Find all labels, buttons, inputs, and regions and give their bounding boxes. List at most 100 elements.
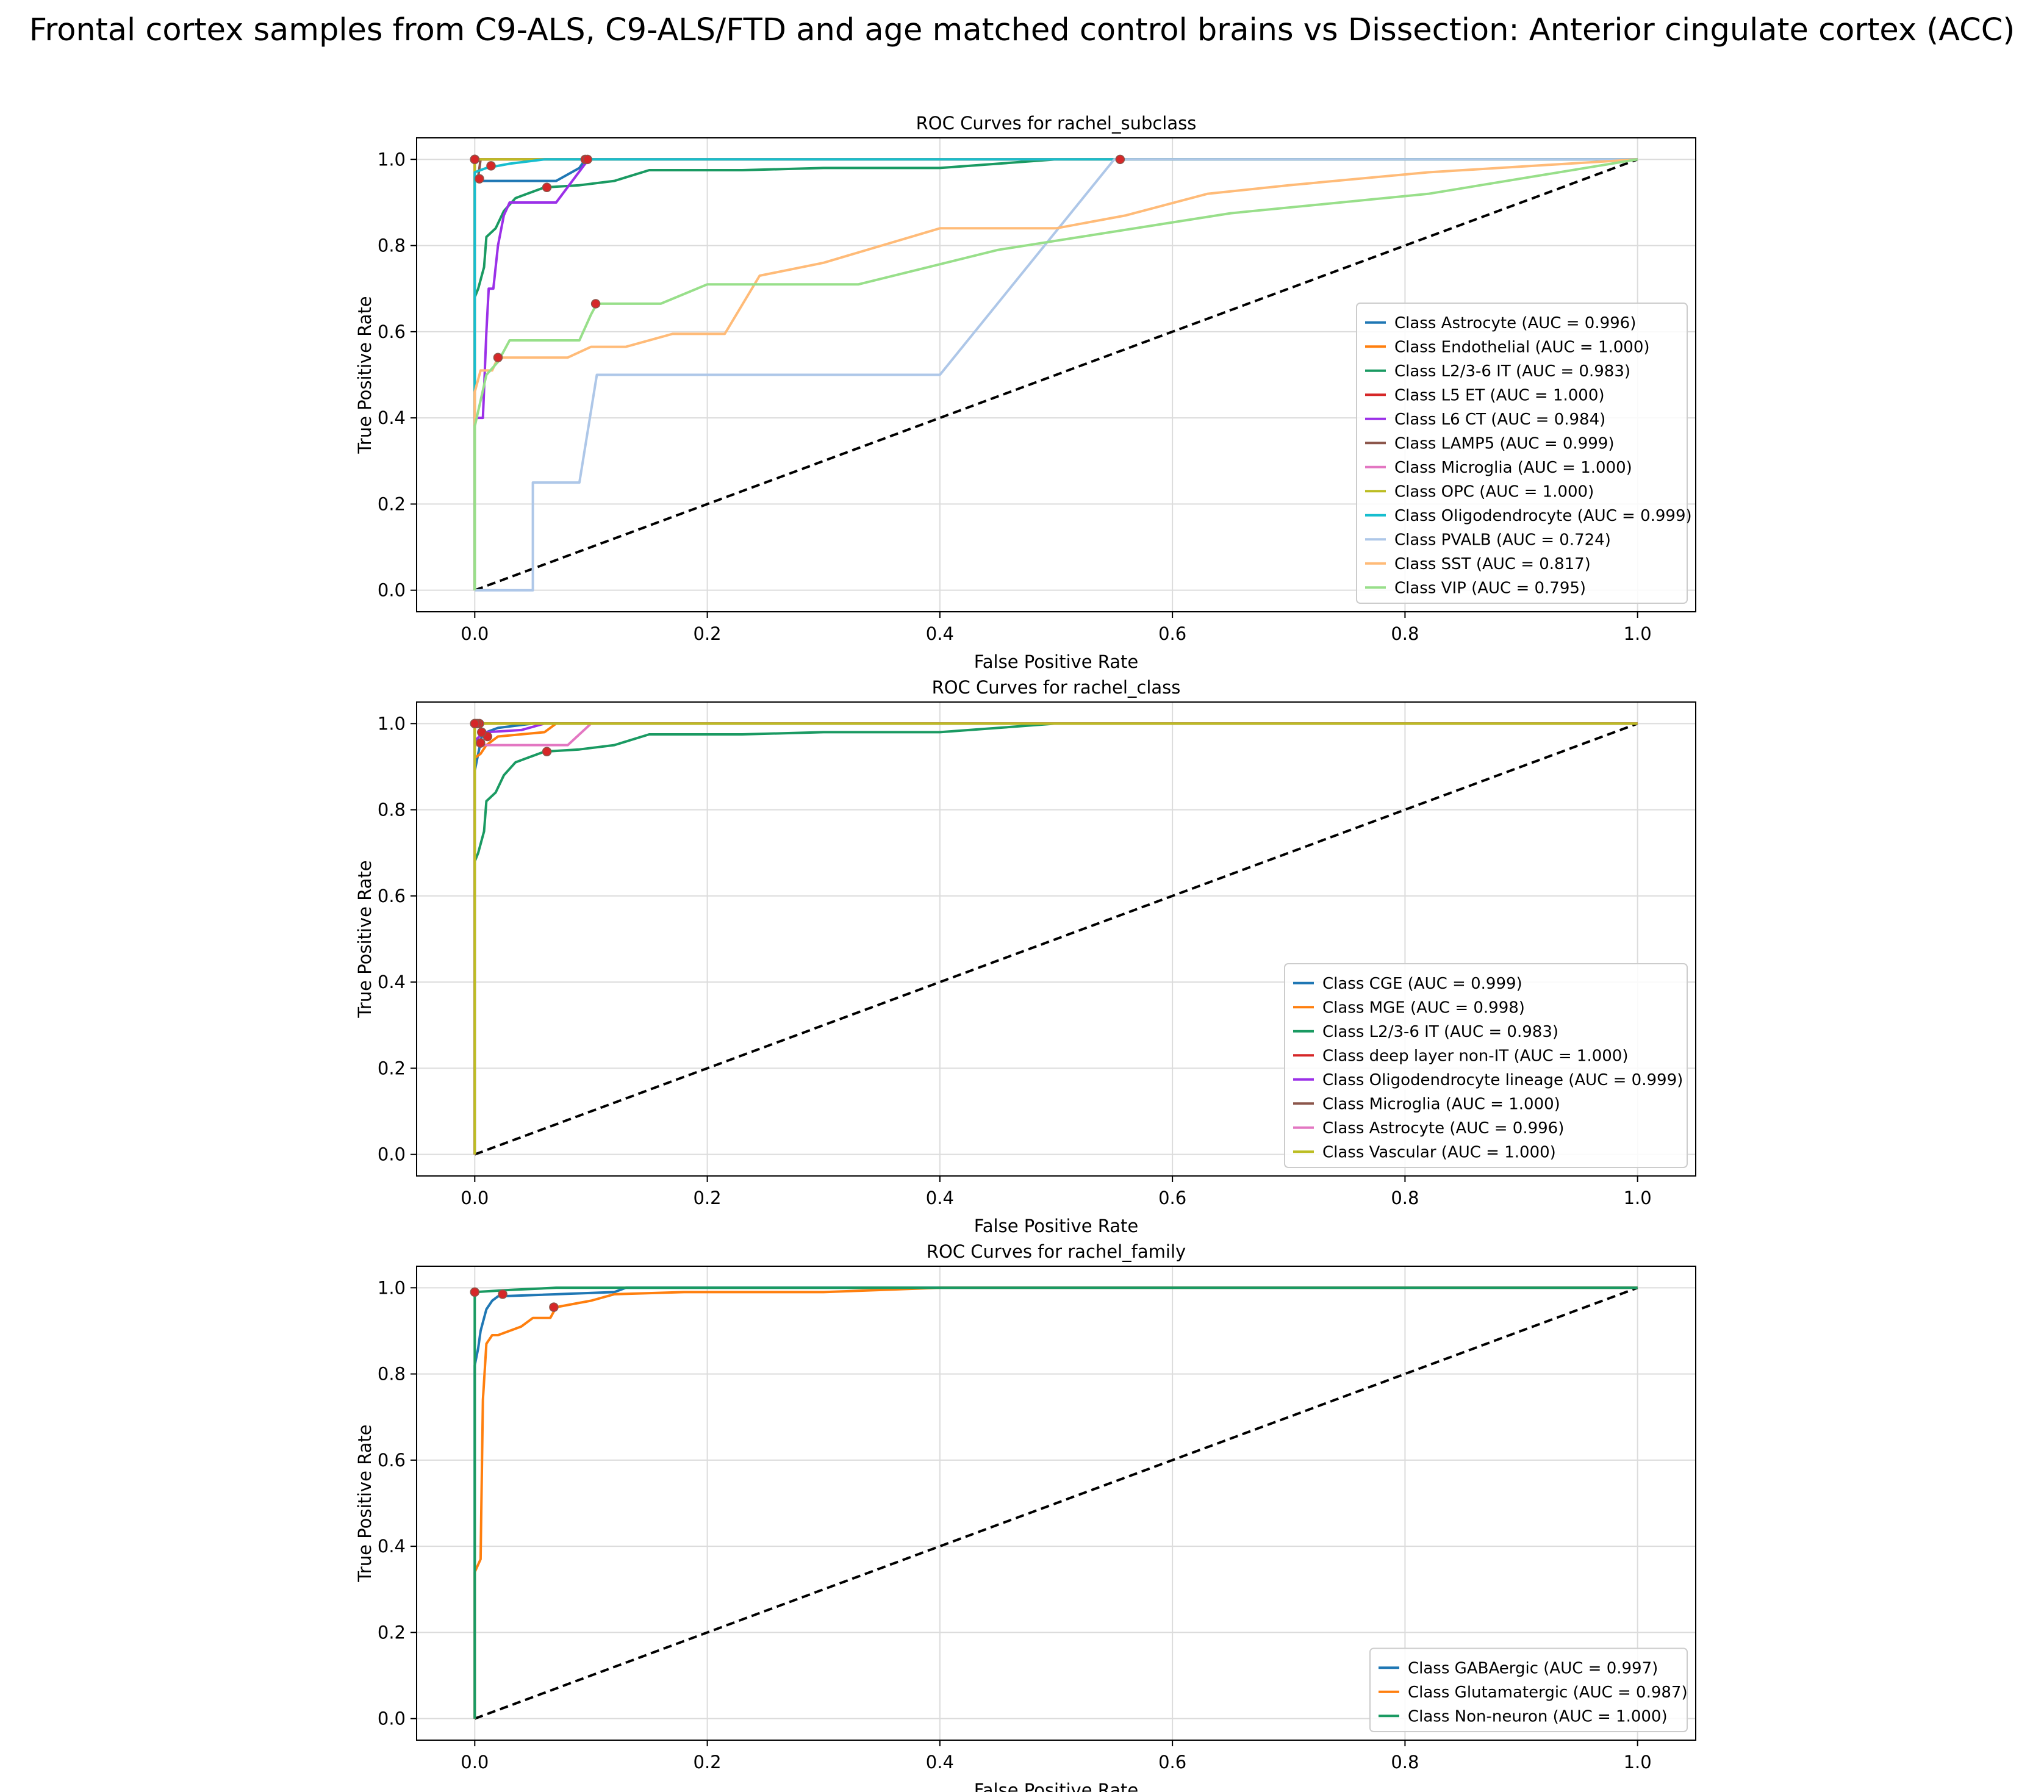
plot-area xyxy=(470,154,1638,592)
x-tick-label: 0.8 xyxy=(1391,1752,1419,1772)
y-tick-label: 0.2 xyxy=(378,493,406,514)
x-tick-label: 0.6 xyxy=(1158,1188,1186,1208)
y-tick-label: 0.2 xyxy=(378,1622,406,1643)
optimal-threshold-marker xyxy=(470,154,480,165)
x-tick-label: 0.2 xyxy=(694,1752,722,1772)
x-tick-label: 0.4 xyxy=(926,1752,954,1772)
roc-curve-9 xyxy=(473,158,1638,590)
chart-panel-1: 0.0 0.0 0.2 0.2 0.4 0.4 0.6 0.6 0.8 0.8 1.0 1.0 ROC … xyxy=(354,113,1696,672)
legend-label: Class VIP (AUC = 0.795) xyxy=(1394,579,1586,597)
legend-label: Class Vascular (AUC = 1.000) xyxy=(1322,1143,1556,1161)
legend-label: Class Endothelial (AUC = 1.000) xyxy=(1394,338,1650,356)
axes-frame xyxy=(416,137,1696,612)
axes-frame xyxy=(416,701,1696,1177)
optimal-threshold-marker xyxy=(493,353,503,362)
y-tick-label: 0.6 xyxy=(378,1450,406,1471)
optimal-threshold-marker xyxy=(477,727,487,737)
chance-diagonal-line xyxy=(474,1286,1638,1720)
legend-box xyxy=(1369,1647,1688,1732)
legend-label: Class CGE (AUC = 0.999) xyxy=(1322,975,1522,993)
x-tick-label: 0.8 xyxy=(1391,1188,1419,1208)
axes-frame xyxy=(416,1266,1696,1741)
legend-label: Class MGE (AUC = 0.998) xyxy=(1322,998,1525,1017)
legend-label: Class Oligodendrocyte lineage (AUC = 0.9… xyxy=(1322,1071,1683,1089)
x-tick-label: 0.6 xyxy=(1158,623,1186,644)
legend-label: Class Astrocyte (AUC = 0.996) xyxy=(1322,1119,1564,1138)
x-tick-label: 0.4 xyxy=(926,623,954,644)
chance-diagonal-line xyxy=(474,158,1638,592)
y-tick-label: 0.8 xyxy=(378,1364,406,1385)
chance-diagonal-line xyxy=(474,722,1638,1156)
y-tick-label: 0.4 xyxy=(378,1536,406,1557)
roc-curve-1 xyxy=(473,1286,1638,1719)
legend-label: Class L5 ET (AUC = 1.000) xyxy=(1394,386,1605,404)
legend: Class GABAergic (AUC = 0.997) Class Gluta… xyxy=(1369,1647,1688,1732)
legend-box xyxy=(1356,303,1688,604)
legend-label: Class deep layer non-IT (AUC = 1.000) xyxy=(1322,1047,1629,1065)
y-tick-label: 0.6 xyxy=(378,886,406,906)
y-tick-label: 1.0 xyxy=(378,713,406,734)
optimal-threshold-marker xyxy=(542,182,552,192)
legend-label: Class LAMP5 (AUC = 0.999) xyxy=(1394,434,1614,453)
x-tick-label: 0.4 xyxy=(926,1188,954,1208)
roc-curve-3 xyxy=(473,1286,1638,1719)
optimal-threshold-marker xyxy=(475,174,484,184)
legend-label: Class SST (AUC = 0.817) xyxy=(1394,555,1591,573)
x-tick-label: 1.0 xyxy=(1624,1752,1652,1772)
y-tick-label: 0.0 xyxy=(378,1144,406,1165)
y-axis-label: True Positive Rate xyxy=(354,296,375,454)
x-tick-label: 0.8 xyxy=(1391,623,1419,644)
chart-panel-2: 0.0 0.0 0.2 0.2 0.4 0.4 0.6 0.6 0.8 0.8 1.0 1.0 ROC … xyxy=(354,677,1696,1236)
optimal-threshold-marker xyxy=(476,738,486,748)
x-tick-label: 1.0 xyxy=(1624,623,1652,644)
optimal-threshold-marker xyxy=(1115,154,1125,165)
legend-box xyxy=(1284,963,1688,1168)
y-tick-label: 1.0 xyxy=(378,149,406,170)
legend-label: Class Oligodendrocyte (AUC = 0.999) xyxy=(1394,507,1692,525)
legend-label: Class Glutamatergic (AUC = 0.987) xyxy=(1408,1683,1688,1702)
y-tick-label: 0.0 xyxy=(378,580,406,601)
x-tick-label: 0.2 xyxy=(694,1188,722,1208)
optimal-threshold-marker xyxy=(549,1302,559,1312)
legend-label: Class L2/3-6 IT (AUC = 0.983) xyxy=(1394,362,1630,381)
chart-panel-3: 0.0 0.0 0.2 0.2 0.4 0.4 0.6 0.6 0.8 0.8 1.0 1.0 ROC … xyxy=(354,1241,1696,1792)
x-axis-label: False Positive Rate xyxy=(974,651,1139,672)
panel-title: ROC Curves for rachel_class xyxy=(932,677,1181,698)
y-tick-label: 0.8 xyxy=(378,800,406,820)
roc-curve-2 xyxy=(473,1286,1638,1719)
optimal-threshold-marker xyxy=(498,1289,507,1299)
legend-label: Class Non-neuron (AUC = 1.000) xyxy=(1408,1707,1668,1726)
x-axis-label: False Positive Rate xyxy=(974,1780,1139,1792)
optimal-threshold-marker xyxy=(542,747,552,756)
plot-area xyxy=(470,719,1638,1156)
y-tick-label: 1.0 xyxy=(378,1277,406,1298)
x-tick-label: 0.2 xyxy=(694,623,722,644)
x-tick-label: 0.6 xyxy=(1158,1752,1186,1772)
legend: Class Astrocyte (AUC = 0.996) Class Endot… xyxy=(1356,303,1692,604)
roc-curve-11 xyxy=(473,158,1638,590)
y-tick-label: 0.6 xyxy=(378,321,406,342)
y-tick-label: 0.2 xyxy=(378,1058,406,1078)
x-tick-label: 1.0 xyxy=(1624,1188,1652,1208)
y-tick-label: 0.4 xyxy=(378,972,406,992)
optimal-threshold-marker xyxy=(590,299,601,309)
panel-title: ROC Curves for rachel_subclass xyxy=(916,113,1197,134)
y-axis-label: True Positive Rate xyxy=(354,860,375,1018)
plot-area xyxy=(470,1286,1638,1720)
legend-label: Class OPC (AUC = 1.000) xyxy=(1394,482,1594,501)
legend-label: Class GABAergic (AUC = 0.997) xyxy=(1408,1659,1658,1677)
x-tick-label: 0.0 xyxy=(461,1188,489,1208)
optimal-threshold-marker xyxy=(486,161,496,171)
y-tick-label: 0.8 xyxy=(378,235,406,256)
optimal-threshold-marker xyxy=(470,1287,480,1297)
panel-title: ROC Curves for rachel_family xyxy=(927,1241,1186,1262)
y-tick-label: 0.0 xyxy=(378,1708,406,1729)
legend-label: Class Microglia (AUC = 1.000) xyxy=(1394,459,1632,477)
legend-label: Class Astrocyte (AUC = 0.996) xyxy=(1394,314,1636,332)
legend-label: Class Microglia (AUC = 1.000) xyxy=(1322,1095,1560,1113)
x-tick-label: 0.0 xyxy=(461,1752,489,1772)
x-axis-label: False Positive Rate xyxy=(974,1216,1139,1236)
legend-label: Class L2/3-6 IT (AUC = 0.983) xyxy=(1322,1023,1558,1041)
x-tick-label: 0.0 xyxy=(461,623,489,644)
